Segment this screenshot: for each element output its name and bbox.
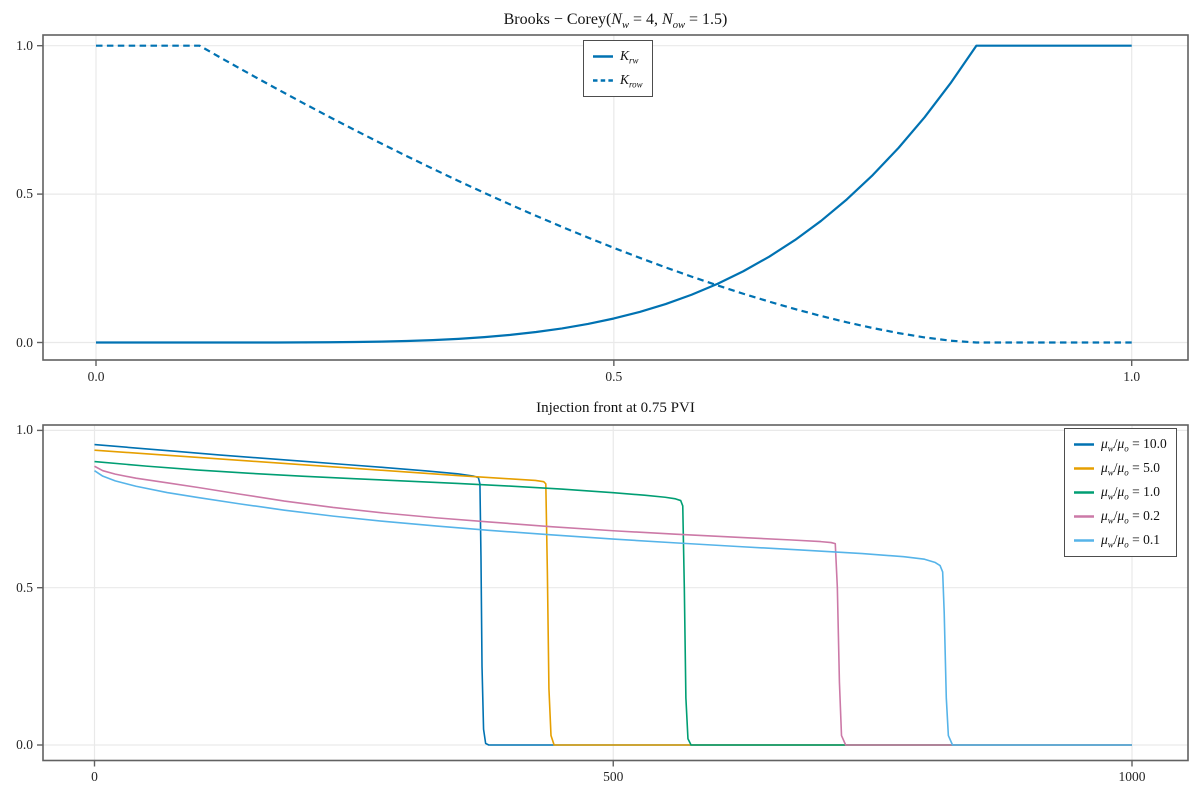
legend-entry-mu02: μw/μo = 0.2	[1074, 506, 1167, 527]
x-tick-label: 0	[91, 769, 98, 784]
legend-line-swatch-mu5	[1074, 467, 1094, 470]
bottom-chart-title: Injection front at 0.75 PVI	[536, 400, 695, 416]
legend-entry-krw: Krw	[593, 46, 643, 67]
y-tick-label: 0.0	[16, 737, 33, 752]
legend-label-mu02: μw/μo = 0.2	[1101, 507, 1160, 526]
series-krw-line	[96, 44, 1132, 344]
legend-line-swatch-mu10	[1074, 443, 1094, 446]
series-mu1-line	[94, 460, 1132, 746]
y-tick-label: 0.0	[16, 334, 33, 350]
legend-line-swatch-krow	[593, 79, 613, 82]
axes-spines	[42, 34, 1189, 361]
legend-entry-mu5: μw/μo = 5.0	[1074, 458, 1167, 479]
legend-label-krow: Krow	[620, 71, 643, 90]
x-tick-label: 500	[603, 769, 624, 784]
legend-label-mu5: μw/μo = 5.0	[1101, 459, 1160, 478]
y-tick-label: 0.5	[16, 186, 33, 202]
x-tick-label: 1.0	[1123, 369, 1141, 384]
x-tick-label: 1000	[1118, 769, 1146, 784]
legend-label-mu1: μw/μo = 1.0	[1101, 483, 1160, 502]
series-mu5-line	[94, 449, 1132, 746]
legend-label-mu10: μw/μo = 10.0	[1101, 435, 1167, 454]
legend-entry-mu1: μw/μo = 1.0	[1074, 482, 1167, 503]
legend-label-mu01: μw/μo = 0.1	[1101, 531, 1160, 550]
axes-spines	[42, 424, 1189, 762]
x-tick-label: 0.0	[87, 369, 105, 384]
top-chart-legend: Krw Krow	[583, 40, 653, 97]
y-tick-label: 1.0	[16, 37, 33, 53]
top-chart-title: Brooks − Corey(Nw = 4, Now = 1.5)	[503, 11, 728, 32]
series-mu02-line	[94, 465, 1132, 746]
legend-label-krw: Krw	[620, 47, 639, 66]
legend-line-swatch-krw	[593, 55, 613, 58]
series-mu01-line	[94, 470, 1132, 746]
legend-entry-mu10: μw/μo = 10.0	[1074, 434, 1167, 455]
series-mu10-line	[94, 443, 1132, 746]
legend-line-swatch-mu1	[1074, 491, 1094, 494]
bottom-chart-legend: μw/μo = 10.0 μw/μo = 5.0 μw/μo = 1.0 μw/μo …	[1064, 428, 1177, 557]
legend-line-swatch-mu01	[1074, 539, 1094, 542]
x-tick-label: 0.5	[605, 369, 623, 384]
legend-entry-mu01: μw/μo = 0.1	[1074, 530, 1167, 551]
legend-entry-krow: Krow	[593, 70, 643, 91]
legend-line-swatch-mu02	[1074, 515, 1094, 518]
y-tick-label: 0.5	[16, 579, 33, 595]
y-tick-label: 1.0	[16, 422, 33, 438]
